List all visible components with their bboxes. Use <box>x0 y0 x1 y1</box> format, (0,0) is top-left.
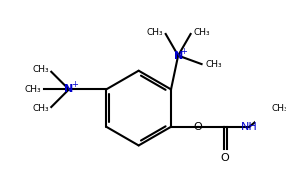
Text: CH₃: CH₃ <box>33 65 49 75</box>
Text: +: + <box>71 80 78 89</box>
Text: +: + <box>180 47 187 56</box>
Text: NH: NH <box>241 122 258 132</box>
Text: CH₃: CH₃ <box>146 28 163 37</box>
Text: CH₃: CH₃ <box>25 85 41 94</box>
Text: O: O <box>193 122 202 132</box>
Text: N: N <box>174 51 183 60</box>
Text: CH₃: CH₃ <box>193 28 210 37</box>
Text: CH₃: CH₃ <box>205 60 222 70</box>
Text: CH₃: CH₃ <box>33 104 49 113</box>
Text: CH₃: CH₃ <box>272 105 286 113</box>
Text: O: O <box>220 154 229 164</box>
Text: N: N <box>64 84 74 94</box>
